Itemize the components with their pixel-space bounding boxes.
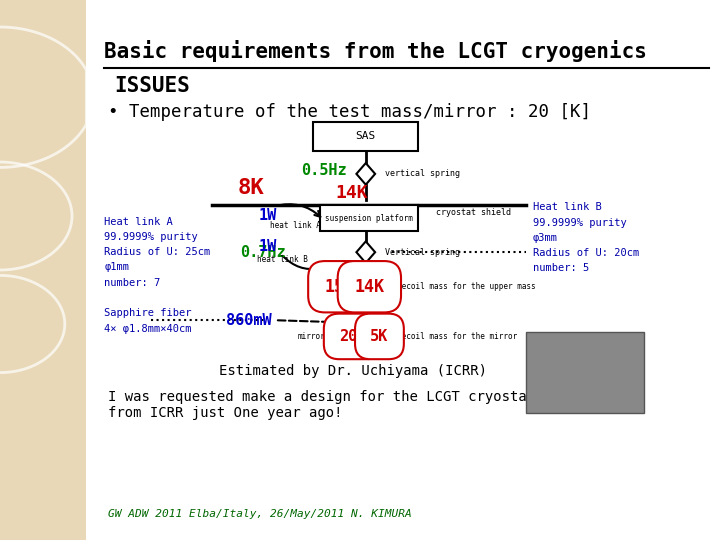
Text: 5K: 5K — [370, 329, 389, 344]
FancyBboxPatch shape — [320, 205, 418, 231]
Text: φ1mm: φ1mm — [104, 262, 130, 273]
Polygon shape — [0, 0, 86, 540]
Text: • Temperature of the test mass/mirror : 20 [K]: • Temperature of the test mass/mirror : … — [108, 103, 591, 120]
Text: 0.5Hz: 0.5Hz — [301, 163, 347, 178]
Text: ISSUES: ISSUES — [114, 76, 189, 96]
Text: 99.9999% purity: 99.9999% purity — [104, 232, 198, 242]
Ellipse shape — [346, 321, 389, 352]
FancyBboxPatch shape — [343, 274, 390, 296]
Text: 14K: 14K — [354, 278, 384, 296]
Text: GW ADW 2011 Elba/Italy, 26/May/2011 N. KIMURA: GW ADW 2011 Elba/Italy, 26/May/2011 N. K… — [108, 509, 412, 519]
Text: 15K: 15K — [325, 278, 355, 296]
Text: 860mW: 860mW — [225, 313, 271, 328]
Text: number: 5: number: 5 — [533, 263, 589, 273]
Text: number: 7: number: 7 — [104, 278, 161, 288]
Text: φ3mm: φ3mm — [533, 233, 558, 243]
Text: 20K: 20K — [339, 329, 366, 344]
Text: Vertical spring: Vertical spring — [385, 248, 460, 256]
Text: 1W: 1W — [258, 208, 277, 224]
Text: recoil mass for the mirror: recoil mass for the mirror — [397, 332, 518, 341]
FancyBboxPatch shape — [526, 332, 644, 413]
Text: Radius of U: 25cm: Radius of U: 25cm — [104, 247, 211, 258]
Text: Heat link A: Heat link A — [104, 217, 173, 227]
Text: Basic requirements from the LCGT cryogenics: Basic requirements from the LCGT cryogen… — [104, 40, 647, 63]
Text: vertical spring: vertical spring — [385, 170, 460, 178]
Text: 8K: 8K — [237, 178, 264, 198]
Text: SAS: SAS — [355, 131, 376, 141]
Text: I was requested make a design for the LCGT cryostat: I was requested make a design for the LC… — [108, 390, 535, 404]
Text: 4× φ1.8mm×40cm: 4× φ1.8mm×40cm — [104, 324, 192, 334]
Text: 1W: 1W — [258, 239, 277, 254]
Text: heat link A: heat link A — [270, 221, 320, 231]
Text: 14K: 14K — [335, 184, 368, 202]
Text: mirror: mirror — [297, 332, 325, 341]
Text: 0.7Hz: 0.7Hz — [240, 245, 286, 260]
Text: 99.9999% purity: 99.9999% purity — [533, 218, 626, 228]
Text: Radius of U: 20cm: Radius of U: 20cm — [533, 248, 639, 258]
Text: heat link B: heat link B — [257, 255, 307, 264]
Polygon shape — [356, 241, 375, 263]
Text: Estimated by Dr. Uchiyama (ICRR): Estimated by Dr. Uchiyama (ICRR) — [219, 364, 487, 379]
Text: upper mass: upper mass — [343, 262, 390, 272]
Text: recoil mass for the upper mass: recoil mass for the upper mass — [397, 282, 536, 291]
Text: Sapphire fiber: Sapphire fiber — [104, 308, 192, 318]
Text: suspension platform: suspension platform — [325, 214, 413, 222]
Text: Heat link B: Heat link B — [533, 202, 601, 213]
Text: from ICRR just One year ago!: from ICRR just One year ago! — [108, 406, 343, 420]
FancyBboxPatch shape — [313, 122, 418, 151]
Polygon shape — [356, 163, 375, 185]
Text: cryostat shield: cryostat shield — [436, 208, 510, 217]
